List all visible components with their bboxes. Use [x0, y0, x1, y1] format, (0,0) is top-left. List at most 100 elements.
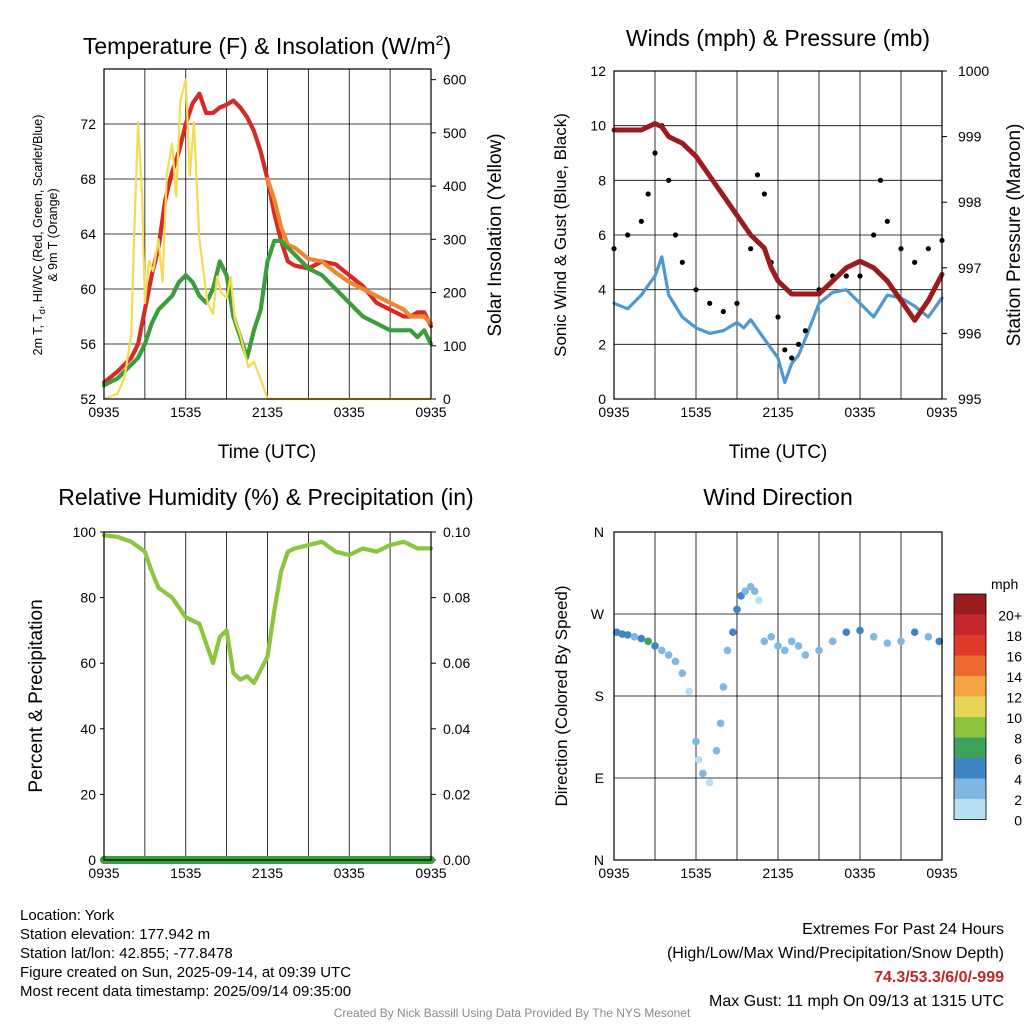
colorbar-label: 8	[1014, 731, 1022, 747]
direction-point	[705, 778, 714, 787]
direction-point	[828, 637, 837, 646]
svg-text:& 9m T (Orange): & 9m T (Orange)	[46, 188, 60, 281]
y-tick-label: 100	[73, 524, 97, 540]
x-tick-label: 1535	[680, 404, 711, 420]
colorbar-label: 20+	[998, 608, 1022, 624]
gust-point	[871, 232, 877, 238]
winds-title: Winds (mph) & Pressure (mb)	[626, 25, 930, 51]
gust-point	[775, 314, 781, 320]
recent-text: Most recent data timestamp: 2025/09/14 0…	[20, 983, 352, 1000]
gust-point	[693, 287, 699, 293]
y2-tick-label: 200	[443, 285, 467, 301]
gust-point	[734, 300, 740, 306]
direction-ylabel: Direction (Colored By Speed)	[552, 585, 571, 806]
direction-point	[685, 687, 693, 696]
gust-point	[789, 355, 795, 361]
direction-point	[897, 637, 905, 646]
x-tick-label: 1535	[170, 865, 201, 881]
x-tick-label: 1535	[680, 865, 711, 881]
y-tick-label: 12	[590, 63, 606, 79]
direction-point	[781, 646, 789, 655]
y-tick-label: 68	[80, 171, 96, 187]
gust-point	[782, 347, 788, 353]
y2-tick-label: 1000	[958, 63, 989, 79]
direction-point	[856, 626, 864, 635]
created-text: Figure created on Sun, 2025-09-14, at 09…	[20, 964, 352, 981]
plot-border	[103, 531, 432, 861]
y-tick-label: 10	[590, 118, 606, 134]
x-tick-label: 2135	[762, 404, 793, 420]
plot-border	[613, 70, 943, 400]
colorbar-label: 2	[1014, 792, 1022, 808]
gust-point	[748, 246, 754, 252]
y-tick-label: 52	[80, 391, 96, 407]
direction-point	[712, 746, 721, 755]
gust-point	[638, 218, 644, 224]
y-tick-label: N	[594, 852, 604, 868]
gust-point	[857, 273, 863, 279]
speed-colorbar: mph 20+ 18 16 14 12 10 8 6 4 2 0	[953, 576, 1022, 829]
humidity-plot: 0935 1535 2135 0335 09350204060801000.000.02…	[73, 524, 471, 881]
direction-point	[733, 605, 741, 614]
winds-series-2	[611, 121, 945, 323]
x-tick-label: 2135	[762, 865, 793, 881]
direction-point	[767, 632, 775, 641]
svg-text:2m T, Td, HI/WC (Red, Green, S: 2m T, Td, HI/WC (Red, Green, Scarlet/Blu…	[31, 115, 47, 356]
direction-point	[651, 642, 659, 650]
y2-tick-label: 100	[443, 338, 467, 354]
x-tick-label: 0935	[88, 865, 119, 881]
colorbar-label: 14	[1006, 669, 1022, 685]
y2-tick-label: 996	[958, 325, 982, 341]
direction-point	[699, 769, 707, 778]
colorbar-label: 4	[1014, 772, 1022, 788]
y-tick-label: 0	[598, 391, 606, 407]
direction-point	[644, 637, 652, 646]
y-tick-label: N	[594, 524, 604, 540]
extremes-values: 74.3/53.3/6/0/-999	[874, 969, 1004, 986]
y2-tick-label: 997	[958, 260, 982, 276]
y-tick-label: 56	[80, 336, 96, 352]
extremes-block: Extremes For Past 24 Hours (High/Low/Max…	[667, 918, 1004, 1014]
x-tick-label: 0335	[334, 404, 365, 420]
colorbar-swatch	[954, 655, 986, 676]
x-tick-label: 2135	[252, 404, 283, 420]
direction-point	[723, 646, 732, 655]
colorbar-swatch	[954, 635, 986, 656]
extremes-title: Extremes For Past 24 Hours	[802, 921, 1004, 938]
y-tick-label: 4	[598, 282, 606, 298]
credit-text: Created By Nick Bassill Using Data Provi…	[333, 1006, 691, 1020]
latlon-text: Station lat/lon: 42.855; -77.8478	[20, 945, 233, 962]
winds-series-0	[612, 255, 944, 385]
y2-tick-label: 500	[443, 125, 467, 141]
x-tick-label: 0935	[926, 404, 957, 420]
direction-point	[741, 587, 749, 596]
y-tick-label: 8	[598, 172, 606, 188]
y-tick-label: 64	[80, 226, 96, 242]
gust-point	[720, 308, 726, 315]
colorbar-swatch	[954, 676, 986, 697]
direction-point	[801, 651, 810, 659]
winds-xlabel: Time (UTC)	[729, 442, 828, 463]
y2-tick-label: 0	[443, 391, 451, 407]
x-tick-label: 0935	[415, 865, 446, 881]
colorbar-label: 12	[1006, 690, 1022, 706]
y-tick-label: 60	[80, 655, 96, 671]
x-tick-label: 0935	[598, 865, 629, 881]
gust-point	[679, 259, 685, 265]
temperature-series-0	[101, 91, 434, 385]
temperature-y2label: Solar Insolation (Yellow)	[485, 133, 506, 336]
colorbar-swatch	[954, 737, 986, 758]
direction-point	[787, 637, 796, 646]
colorbar-swatch	[954, 717, 986, 738]
y-tick-label: W	[591, 606, 605, 622]
x-tick-label: 0935	[88, 404, 119, 420]
y2-tick-label: 0.10	[443, 524, 470, 540]
colorbar-swatch	[954, 614, 986, 635]
gust-point	[877, 177, 884, 183]
gust-point	[898, 246, 904, 252]
direction-point	[774, 642, 782, 650]
location-text: Location: York	[20, 907, 115, 924]
direction-point	[935, 637, 944, 646]
humidity-ylabel: Percent & Precipitation	[26, 599, 47, 792]
